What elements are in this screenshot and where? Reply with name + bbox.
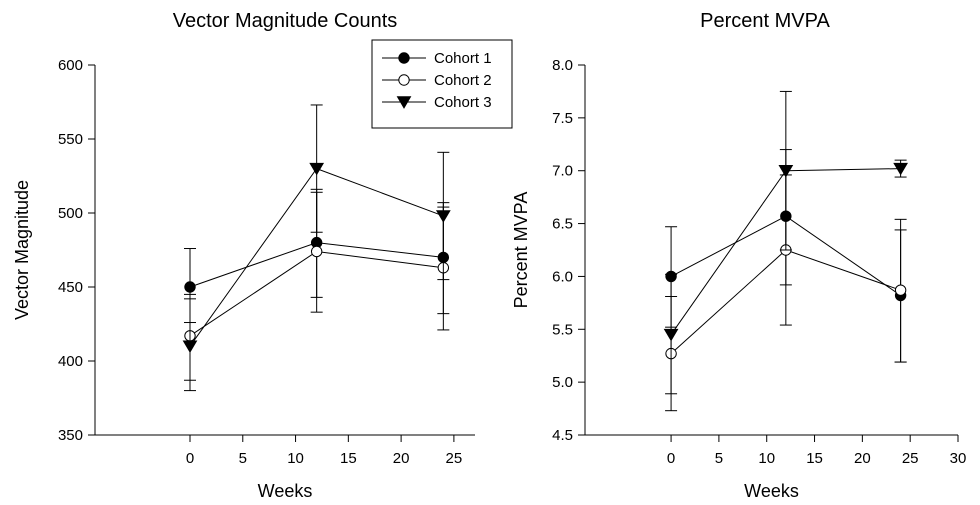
- x-tick-label: 0: [186, 450, 194, 467]
- data-point: [435, 210, 451, 223]
- data-point: [184, 281, 196, 293]
- x-tick-label: 5: [239, 450, 247, 467]
- x-tick-label: 30: [950, 450, 967, 467]
- y-tick-label: 350: [58, 427, 83, 444]
- legend-entry: Cohort 1: [382, 50, 492, 67]
- legend-marker: [396, 96, 412, 109]
- data-point: [309, 162, 325, 176]
- legend-label: Cohort 3: [434, 94, 492, 111]
- chart-panel-2: Percent MVPA Weeks Percent MVPA 4.5 5.0 5.5 6.…: [511, 10, 966, 501]
- chart-title: Percent MVPA: [700, 10, 830, 32]
- data-point: [778, 165, 794, 178]
- data-point: [663, 328, 679, 342]
- legend-label: Cohort 1: [434, 50, 492, 67]
- x-tick-label: 20: [854, 450, 871, 467]
- y-tick-label: 6.0: [552, 268, 573, 285]
- x-tick-label: 5: [715, 450, 723, 467]
- x-tick-label: 20: [393, 450, 410, 467]
- x-axis-label: Weeks: [744, 481, 799, 501]
- data-point: [182, 340, 198, 354]
- x-tick-label: 0: [667, 450, 675, 467]
- y-tick-label: 5.5: [552, 321, 573, 338]
- x-tick-label: 15: [340, 450, 357, 467]
- x-tick-label: 10: [287, 450, 304, 467]
- y-axis-label: Percent MVPA: [511, 192, 531, 309]
- legend-entry: Cohort 3: [382, 94, 492, 111]
- y-tick-label: 450: [58, 279, 83, 296]
- x-tick-label: 25: [446, 450, 463, 467]
- x-tick-label: 25: [902, 450, 919, 467]
- y-tick-label: 600: [58, 57, 83, 74]
- legend-box: [371, 39, 513, 129]
- y-tick-label: 500: [58, 205, 83, 222]
- y-tick-label: 4.5: [552, 427, 573, 444]
- series-cohort-3: [663, 90, 908, 395]
- chart-panel-1: Vector Magnitude Counts Weeks Vector Magni…: [12, 10, 513, 501]
- y-tick-label: 550: [58, 131, 83, 148]
- y-tick-label: 5.0: [552, 374, 573, 391]
- y-tick-label: 6.5: [552, 216, 573, 233]
- y-tick-label: 8.0: [552, 57, 573, 74]
- x-axis-label: Weeks: [258, 481, 313, 501]
- y-tick-label: 400: [58, 353, 83, 370]
- legend-marker: [398, 74, 410, 86]
- y-tick-label: 7.0: [552, 163, 573, 180]
- legend-label: Cohort 2: [434, 72, 492, 89]
- legend-entry: Cohort 2: [382, 72, 492, 89]
- legend: Cohort 1 Cohort 2 Cohort 3: [371, 39, 513, 129]
- legend-marker: [398, 52, 410, 64]
- data-point: [893, 162, 908, 176]
- x-tick-label: 10: [758, 450, 775, 467]
- series-cohort-3: [182, 104, 451, 392]
- y-tick-label: 7.5: [552, 110, 573, 127]
- x-tick-label: 15: [806, 450, 823, 467]
- chart-title: Vector Magnitude Counts: [173, 10, 398, 32]
- data-point: [894, 284, 907, 296]
- data-point: [310, 245, 323, 258]
- y-axis-label: Vector Magnitude: [12, 180, 32, 320]
